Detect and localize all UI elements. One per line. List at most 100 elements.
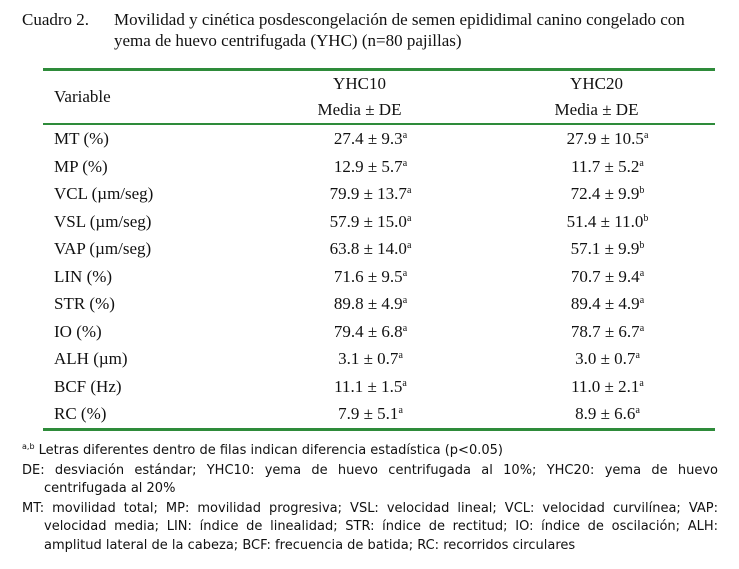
cell-value: 78.7 ± 6.7 xyxy=(570,321,640,341)
cell-group-a: 3.1 ± 0.7a xyxy=(241,345,478,373)
table-row: BCF (Hz) 11.1 ± 1.5a 11.0 ± 2.1a xyxy=(43,373,715,401)
cell-value: 79.9 ± 13.7 xyxy=(329,184,407,203)
table-row: RC (%) 7.9 ± 5.1a 8.9 ± 6.6a xyxy=(43,400,715,428)
cell-group-a: 71.6 ± 9.5a xyxy=(241,263,478,291)
cell-group-b: 11.0 ± 2.1a xyxy=(478,373,715,401)
significance-letter: a xyxy=(639,295,645,306)
cell-group-a: 79.9 ± 13.7a xyxy=(241,180,478,208)
significance-letter: a xyxy=(402,267,408,279)
table-notes: a,b Letras diferentes dentro de filas in… xyxy=(22,442,718,556)
significance-letter: a xyxy=(402,322,408,334)
header-stat-b: Media ± DE xyxy=(554,100,639,119)
cell-value: 57.1 ± 9.9 xyxy=(570,239,640,258)
cell-value: 72.4 ± 9.9 xyxy=(570,184,640,203)
significance-letter: a xyxy=(639,267,645,279)
cell-group-b: 89.4 ± 4.9a xyxy=(478,290,715,318)
cell-group-b: 51.4 ± 11.0b xyxy=(478,208,715,236)
significance-letter: b xyxy=(639,240,645,251)
cell-group-a: 57.9 ± 15.0a xyxy=(241,208,478,236)
significance-letter: a xyxy=(639,377,644,389)
table-row: MT (%) 27.4 ± 9.3a 27.9 ± 10.5a xyxy=(43,125,715,153)
cell-value: 63.8 ± 14.0 xyxy=(329,239,407,258)
cell-value: 51.4 ± 11.0 xyxy=(566,211,644,231)
cell-group-b: 8.9 ± 6.6a xyxy=(478,400,715,428)
cell-value: 11.7 ± 5.2 xyxy=(571,156,640,176)
cell-group-a: 63.8 ± 14.0a xyxy=(241,235,478,263)
significance-letter: a xyxy=(398,350,403,361)
cell-group-b: 27.9 ± 10.5a xyxy=(478,125,715,153)
table-row: VCL (µm/seg) 79.9 ± 13.7a 72.4 ± 9.9b xyxy=(43,180,715,208)
significance-letter: a xyxy=(639,322,645,334)
cell-variable: BCF (Hz) xyxy=(54,376,122,396)
cell-value: 27.9 ± 10.5 xyxy=(566,129,644,148)
cell-variable: VSL (µm/seg) xyxy=(54,211,152,231)
header-variable: Variable xyxy=(54,87,111,106)
cell-value: 89.4 ± 4.9 xyxy=(570,294,640,313)
note-significance-text: Letras diferentes dentro de filas indica… xyxy=(38,443,503,458)
cell-variable: IO (%) xyxy=(54,321,102,341)
significance-letter: a xyxy=(635,350,640,361)
note-abbreviations: MT: movilidad total; MP: movilidad progr… xyxy=(22,500,718,553)
cell-variable: RC (%) xyxy=(54,404,107,423)
significance-letter: b xyxy=(643,212,649,224)
cell-value: 7.9 ± 5.1 xyxy=(338,404,399,423)
caption-text: Movilidad y cinética posdescongelación d… xyxy=(114,10,685,50)
cell-group-a: 7.9 ± 5.1a xyxy=(241,400,478,428)
cell-value: 71.6 ± 9.5 xyxy=(333,266,403,286)
cell-value: 3.1 ± 0.7 xyxy=(338,349,399,368)
cell-value: 3.0 ± 0.7 xyxy=(575,349,636,368)
significance-letter: a xyxy=(402,377,407,389)
cell-group-b: 3.0 ± 0.7a xyxy=(478,345,715,373)
cell-group-b: 70.7 ± 9.4a xyxy=(478,263,715,291)
cell-value: 11.0 ± 2.1 xyxy=(571,376,640,396)
header-stat-a: Media ± DE xyxy=(317,100,402,119)
significance-letter: a xyxy=(402,295,408,306)
table-row: LIN (%) 71.6 ± 9.5a 70.7 ± 9.4a xyxy=(43,263,715,291)
cell-variable: STR (%) xyxy=(54,294,115,313)
table-row: VSL (µm/seg) 57.9 ± 15.0a 51.4 ± 11.0b xyxy=(43,208,715,236)
cell-variable: LIN (%) xyxy=(54,266,113,286)
significance-letter: a xyxy=(406,185,412,196)
table-header-rule xyxy=(43,123,715,125)
note-significance-marker: a,b xyxy=(22,442,35,451)
cell-variable: MT (%) xyxy=(54,129,109,148)
cell-group-a: 89.8 ± 4.9a xyxy=(241,290,478,318)
results-table-container: Variable YHC10 YHC20 Media ± DE Media ± … xyxy=(43,68,715,431)
cell-group-b: 72.4 ± 9.9b xyxy=(478,180,715,208)
cell-variable: VCL (µm/seg) xyxy=(54,184,154,203)
cell-group-a: 79.4 ± 6.8a xyxy=(241,318,478,346)
cell-value: 89.8 ± 4.9 xyxy=(333,294,403,313)
note-significance: a,b Letras diferentes dentro de filas in… xyxy=(22,442,718,461)
cell-variable: VAP (µm/seg) xyxy=(54,239,152,258)
significance-letter: a xyxy=(398,405,403,416)
header-group-a: YHC10 xyxy=(333,74,386,93)
cell-value: 57.9 ± 15.0 xyxy=(329,211,407,231)
table-caption: Cuadro 2. Movilidad y cinética posdescon… xyxy=(22,9,722,51)
significance-letter: a xyxy=(639,157,644,169)
table-body: MT (%) 27.4 ± 9.3a 27.9 ± 10.5a MP (%) 12.9 … xyxy=(43,125,715,428)
cell-variable: ALH (µm) xyxy=(54,349,128,368)
table-row: MP (%) 12.9 ± 5.7a 11.7 ± 5.2a xyxy=(43,153,715,181)
significance-letter: a xyxy=(406,240,412,251)
significance-letter: a xyxy=(635,405,640,416)
note-definitions: DE: desviación estándar; YHC10: yema de … xyxy=(22,462,718,497)
table-row: STR (%) 89.8 ± 4.9a 89.4 ± 4.9a xyxy=(43,290,715,318)
significance-letter: a xyxy=(402,130,408,141)
table-top-rule xyxy=(43,68,715,71)
cell-value: 79.4 ± 6.8 xyxy=(333,321,403,341)
cell-value: 11.1 ± 1.5 xyxy=(334,376,403,396)
significance-letter: a xyxy=(402,157,408,169)
cell-group-b: 11.7 ± 5.2a xyxy=(478,153,715,181)
caption-label: Cuadro 2. xyxy=(22,10,90,29)
cell-group-a: 27.4 ± 9.3a xyxy=(241,125,478,153)
table-row: IO (%) 79.4 ± 6.8a 78.7 ± 6.7a xyxy=(43,318,715,346)
cell-variable: MP (%) xyxy=(54,156,108,176)
significance-letter: a xyxy=(406,212,412,224)
cell-value: 12.9 ± 5.7 xyxy=(333,156,403,176)
cell-value: 8.9 ± 6.6 xyxy=(575,404,636,423)
table-row: ALH (µm) 3.1 ± 0.7a 3.0 ± 0.7a xyxy=(43,345,715,373)
results-table: Variable YHC10 YHC20 Media ± DE Media ± … xyxy=(43,71,715,428)
cell-value: 27.4 ± 9.3 xyxy=(333,129,403,148)
table-row: VAP (µm/seg) 63.8 ± 14.0a 57.1 ± 9.9b xyxy=(43,235,715,263)
significance-letter: a xyxy=(643,130,649,141)
